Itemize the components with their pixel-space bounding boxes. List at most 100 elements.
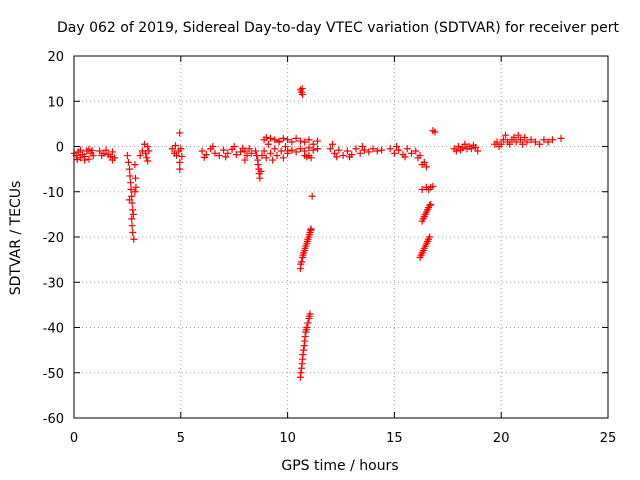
data-point <box>177 145 185 153</box>
data-point <box>85 155 93 163</box>
data-point <box>308 192 316 200</box>
data-point <box>307 154 315 162</box>
data-point <box>129 206 137 214</box>
data-point <box>127 185 135 193</box>
data-point <box>335 146 343 154</box>
data-point <box>130 235 138 243</box>
data-point <box>426 201 434 209</box>
data-point <box>301 138 309 146</box>
data-point <box>258 152 266 160</box>
data-point <box>126 196 134 204</box>
data-point <box>540 136 548 144</box>
data-point <box>262 133 270 141</box>
data-point <box>557 134 565 142</box>
data-point <box>420 158 428 166</box>
y-tick-label: -40 <box>43 322 64 337</box>
data-point <box>314 137 322 145</box>
data-point <box>493 138 501 146</box>
data-point <box>452 147 460 155</box>
data-point <box>459 144 467 152</box>
data-point <box>243 152 251 160</box>
data-point <box>333 153 341 161</box>
data-point <box>264 140 272 148</box>
data-point <box>472 143 480 151</box>
data-point <box>431 128 439 136</box>
data-point <box>102 146 110 154</box>
data-point <box>144 157 152 165</box>
data-point <box>127 179 135 187</box>
data-point <box>339 152 347 160</box>
data-point <box>271 136 279 144</box>
data-point <box>297 369 305 377</box>
data-point <box>474 147 482 155</box>
data-point <box>257 167 265 175</box>
data-point <box>461 140 469 148</box>
data-point <box>360 146 368 154</box>
data-point <box>378 146 386 154</box>
data-point <box>510 133 518 141</box>
data-point <box>512 138 520 146</box>
data-point <box>171 142 179 150</box>
data-point <box>106 152 114 160</box>
data-point <box>426 233 434 241</box>
chart-title: Day 062 of 2019, Sidereal Day-to-day VTE… <box>57 20 619 36</box>
data-point <box>267 134 275 142</box>
data-point <box>299 351 307 359</box>
x-tick-label: 0 <box>70 431 78 446</box>
x-tick-labels: 0 5 10 15 20 25 <box>70 431 616 446</box>
data-point <box>224 149 232 157</box>
data-point <box>129 210 137 218</box>
data-point <box>328 140 336 148</box>
data-point <box>429 182 437 190</box>
data-point <box>222 153 230 161</box>
data-point <box>296 137 304 145</box>
data-point <box>412 147 420 155</box>
data-point <box>292 134 300 142</box>
data-point <box>358 143 366 150</box>
data-point <box>128 222 136 230</box>
data-point <box>365 148 373 156</box>
data-point <box>211 149 219 157</box>
data-point <box>178 152 186 160</box>
data-point <box>516 136 524 144</box>
data-point <box>262 154 270 162</box>
data-point <box>531 138 539 146</box>
data-point <box>284 136 292 144</box>
data-point <box>403 145 411 153</box>
data-point <box>523 138 531 146</box>
data-point <box>279 134 287 142</box>
data-point <box>132 183 140 191</box>
data-point <box>173 152 181 160</box>
data-point <box>346 153 354 161</box>
data-point <box>209 143 217 150</box>
data-point <box>176 129 184 137</box>
data-point <box>393 143 401 150</box>
data-point <box>536 140 544 148</box>
data-point <box>123 152 131 160</box>
data-point <box>395 146 403 154</box>
data-point <box>300 346 308 354</box>
data-point <box>304 319 312 327</box>
data-point <box>407 149 415 157</box>
data-point <box>514 131 522 139</box>
data-point <box>297 258 305 266</box>
data-point <box>252 147 260 155</box>
data-point <box>176 158 184 166</box>
data-point <box>88 147 96 155</box>
data-point <box>273 152 281 160</box>
y-tick-label: -50 <box>43 367 64 382</box>
data-point <box>288 138 296 146</box>
y-tick-label: 20 <box>47 50 64 65</box>
data-point <box>277 147 285 155</box>
data-point <box>544 138 552 146</box>
data-point <box>143 154 151 162</box>
data-point <box>521 133 529 141</box>
y-tick-label: 10 <box>47 95 64 110</box>
data-point <box>356 149 364 157</box>
data-point <box>281 143 289 150</box>
data-point <box>124 158 132 166</box>
data-point <box>279 154 287 162</box>
y-tick-label: -10 <box>43 186 64 201</box>
data-point <box>128 192 136 200</box>
data-point <box>326 145 334 153</box>
